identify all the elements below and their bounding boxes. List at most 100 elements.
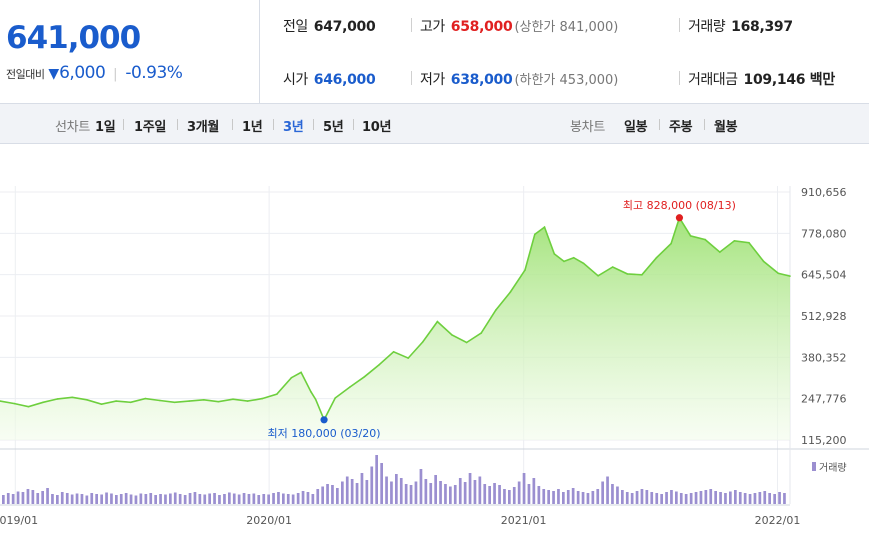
volume-bar xyxy=(110,493,113,504)
volume-bar xyxy=(11,494,15,504)
price-point xyxy=(777,272,779,275)
volume-bar xyxy=(738,492,742,504)
volume-bar xyxy=(365,480,369,504)
volume-bar xyxy=(522,473,526,504)
period-1y[interactable]: 1년 xyxy=(242,120,263,135)
price-point xyxy=(86,399,88,401)
volume-bar xyxy=(291,494,295,504)
low-stat: 저가 638,000 (하한가 453,000) xyxy=(420,69,618,89)
volume-bar xyxy=(247,494,251,504)
volume-bar xyxy=(252,493,256,504)
divider xyxy=(123,119,124,130)
y-tick-label: 645,504 xyxy=(801,269,847,282)
period-5y[interactable]: 5년 xyxy=(323,120,344,135)
volume-bar xyxy=(345,476,349,504)
price-point xyxy=(563,260,565,263)
volume-bar xyxy=(458,478,462,504)
volume-bar xyxy=(326,484,329,504)
volume-bar xyxy=(640,489,644,504)
volume-bar xyxy=(527,484,531,504)
down-arrow-icon: ▼ xyxy=(48,66,60,82)
price-point xyxy=(115,400,117,402)
y-tick-label: 910,656 xyxy=(801,186,847,199)
price-point xyxy=(655,256,658,259)
volume-bar xyxy=(144,494,148,504)
price-point xyxy=(56,398,59,400)
volume-bar xyxy=(375,455,378,504)
price-summary: 641,000 전일대비 ▼6,000 | -0.93% xyxy=(0,0,260,104)
divider xyxy=(411,71,412,85)
volume-bar xyxy=(581,492,585,504)
price-point xyxy=(378,364,380,366)
volume-bar xyxy=(679,493,683,504)
volume-bar xyxy=(488,486,491,504)
volume-bar xyxy=(547,490,550,504)
price-point xyxy=(451,334,453,336)
volume-bar xyxy=(336,488,339,504)
price-point xyxy=(762,260,765,263)
volume-bar xyxy=(743,493,747,504)
volume-bar xyxy=(159,494,162,504)
volume-bar xyxy=(134,495,138,504)
divider xyxy=(659,119,660,130)
price-point xyxy=(13,402,16,405)
price-point xyxy=(232,398,234,400)
volume-bar xyxy=(635,491,639,504)
volume-bar xyxy=(257,495,261,504)
volume-bar xyxy=(478,476,482,504)
volume-bar xyxy=(655,493,659,504)
volume-bar xyxy=(483,484,487,504)
candle-monthly[interactable]: 월봉 xyxy=(714,120,738,135)
x-tick-label: 2020/01 xyxy=(246,514,292,527)
high-annotation: 최고 828,000 (08/13) xyxy=(623,199,736,212)
stock-quote-header: 641,000 전일대비 ▼6,000 | -0.93% 전일 647,000 고… xyxy=(0,0,869,104)
volume-bar xyxy=(105,492,108,504)
volume-bar xyxy=(621,490,624,504)
price-point xyxy=(748,241,750,244)
high-stat: 고가 658,000 (상한가 841,000) xyxy=(420,16,618,36)
volume-bar xyxy=(453,485,457,504)
volume-bar xyxy=(188,493,192,504)
volume-bar xyxy=(316,489,320,504)
period-1d[interactable]: 1일 xyxy=(95,120,116,135)
volume-bar xyxy=(404,484,408,504)
price-point xyxy=(480,332,483,334)
x-tick-label: 2019/01 xyxy=(0,514,38,527)
volume-bar xyxy=(709,489,713,504)
volume-bar xyxy=(115,495,118,504)
volume-bar xyxy=(173,492,177,504)
price-point xyxy=(310,390,312,393)
high-value: 658,000 xyxy=(450,19,513,35)
period-3m[interactable]: 3개월 xyxy=(187,120,220,135)
candle-daily[interactable]: 일봉 xyxy=(624,120,648,135)
period-1w[interactable]: 1주일 xyxy=(134,120,167,135)
volume-bar xyxy=(296,493,300,504)
candle-chart-label: 봉차트 xyxy=(570,120,605,135)
volume-bar xyxy=(768,493,771,504)
volume-bar xyxy=(51,494,54,504)
volume-bars xyxy=(2,455,786,504)
volume-bar xyxy=(80,494,84,504)
volume-bar xyxy=(694,492,698,504)
volume-bar xyxy=(385,476,388,504)
candle-weekly[interactable]: 주봉 xyxy=(669,120,693,135)
volume-bar xyxy=(36,493,40,504)
low-label: 저가 xyxy=(420,72,445,88)
period-10y[interactable]: 10년 xyxy=(362,120,392,135)
prev-close-stat: 전일 647,000 xyxy=(283,16,376,36)
price-point xyxy=(597,275,599,277)
change-label: 전일대비 xyxy=(6,68,45,81)
price-point xyxy=(144,397,147,400)
price-point xyxy=(261,397,264,400)
volume-bar xyxy=(463,482,467,504)
price-chart: 910,656 778,080 645,504 512,928 380,352 247,7… xyxy=(0,186,869,527)
volume-bar xyxy=(606,476,609,504)
y-tick-label: 247,776 xyxy=(801,393,847,406)
volume-bar xyxy=(6,493,10,504)
period-3y[interactable]: 3년 xyxy=(283,120,304,135)
price-point xyxy=(392,351,395,353)
volume-bar xyxy=(699,491,703,504)
price-point xyxy=(300,371,302,374)
volume-bar xyxy=(508,490,511,504)
price-point xyxy=(71,396,74,399)
